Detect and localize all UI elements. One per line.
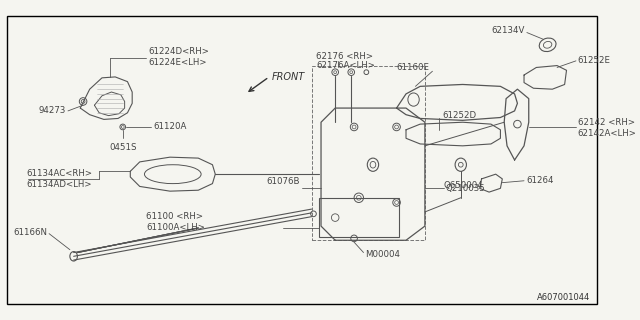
- Text: 61224D<RH>: 61224D<RH>: [148, 47, 209, 56]
- Text: 61224E<LH>: 61224E<LH>: [148, 58, 207, 67]
- Text: 0451S: 0451S: [109, 143, 136, 152]
- Text: FRONT: FRONT: [272, 72, 305, 82]
- Text: 61252D: 61252D: [442, 111, 476, 120]
- Bar: [312, 66, 425, 240]
- Text: 62176 <RH>: 62176 <RH>: [316, 52, 373, 60]
- Text: 61264: 61264: [526, 176, 554, 185]
- Text: 94273: 94273: [38, 107, 66, 116]
- Text: Q650004: Q650004: [444, 181, 484, 190]
- Text: 61134AC<RH>: 61134AC<RH>: [26, 169, 92, 178]
- Text: 61100A<LH>: 61100A<LH>: [147, 223, 205, 233]
- Text: 61166N: 61166N: [13, 228, 47, 237]
- Text: Q210035: Q210035: [445, 184, 485, 193]
- Text: A607001044: A607001044: [537, 292, 590, 302]
- Text: 61076B: 61076B: [267, 177, 300, 186]
- Text: 61160E: 61160E: [397, 63, 429, 72]
- Bar: [319, 198, 399, 237]
- Text: 61252E: 61252E: [578, 56, 611, 65]
- Text: 61120A: 61120A: [153, 123, 186, 132]
- Text: 62134V: 62134V: [492, 26, 525, 35]
- Text: 61134AD<LH>: 61134AD<LH>: [26, 180, 92, 189]
- Text: M00004: M00004: [365, 250, 401, 259]
- Text: 62142A<LH>: 62142A<LH>: [578, 129, 637, 138]
- Text: 62142 <RH>: 62142 <RH>: [578, 118, 635, 127]
- Text: 61100 <RH>: 61100 <RH>: [147, 212, 204, 221]
- Text: 62176A<LH>: 62176A<LH>: [316, 61, 375, 70]
